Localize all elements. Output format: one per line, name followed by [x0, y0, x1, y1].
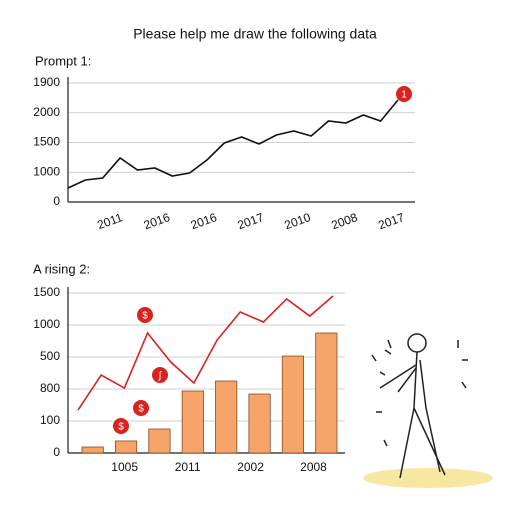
- annotation-label: ∫: [158, 371, 163, 382]
- data-line: [77, 295, 334, 411]
- bar: [248, 393, 271, 454]
- annotation-label: $: [118, 422, 124, 433]
- annotation-marker: [152, 367, 168, 383]
- annotation-label: $: [142, 311, 148, 322]
- x-tick-label: 2008: [300, 460, 327, 474]
- annotation-label: 1: [401, 90, 407, 101]
- annotation-marker: [133, 400, 149, 416]
- annotation-marker: [113, 418, 129, 434]
- chart-title: A rising 2:: [33, 261, 90, 276]
- y-tick-label: 100: [40, 413, 60, 427]
- x-tick-label: 2011: [175, 460, 201, 474]
- y-tick-label: 1000: [33, 317, 60, 331]
- y-tick-label: 500: [40, 349, 60, 363]
- bar: [148, 428, 171, 454]
- annotation-marker: [396, 86, 412, 102]
- y-tick-label: 1000: [33, 164, 60, 178]
- x-tick-label: 2002: [237, 460, 264, 474]
- annotation-marker: [137, 307, 153, 323]
- y-tick-label: 1500: [33, 285, 60, 299]
- bar: [281, 355, 305, 454]
- bar: [81, 446, 104, 454]
- annotation-label: $: [138, 404, 144, 415]
- bar: [181, 390, 204, 454]
- bar: [315, 332, 338, 454]
- data-line: [67, 99, 399, 189]
- bar: [215, 380, 238, 454]
- bar: [114, 440, 138, 454]
- y-tick-label: 0: [53, 445, 60, 459]
- y-tick-label: 1900: [33, 75, 60, 89]
- y-tick-label: 800: [40, 381, 60, 395]
- stick-figure: [363, 333, 493, 488]
- y-tick-label: 2000: [33, 105, 60, 119]
- chart-title: Prompt 1:: [35, 53, 91, 68]
- page-title: Please help me draw the following data: [133, 26, 377, 42]
- y-tick-label: 0: [53, 194, 60, 208]
- x-tick-label: 1005: [111, 460, 138, 474]
- y-tick-label: 1500: [33, 135, 60, 149]
